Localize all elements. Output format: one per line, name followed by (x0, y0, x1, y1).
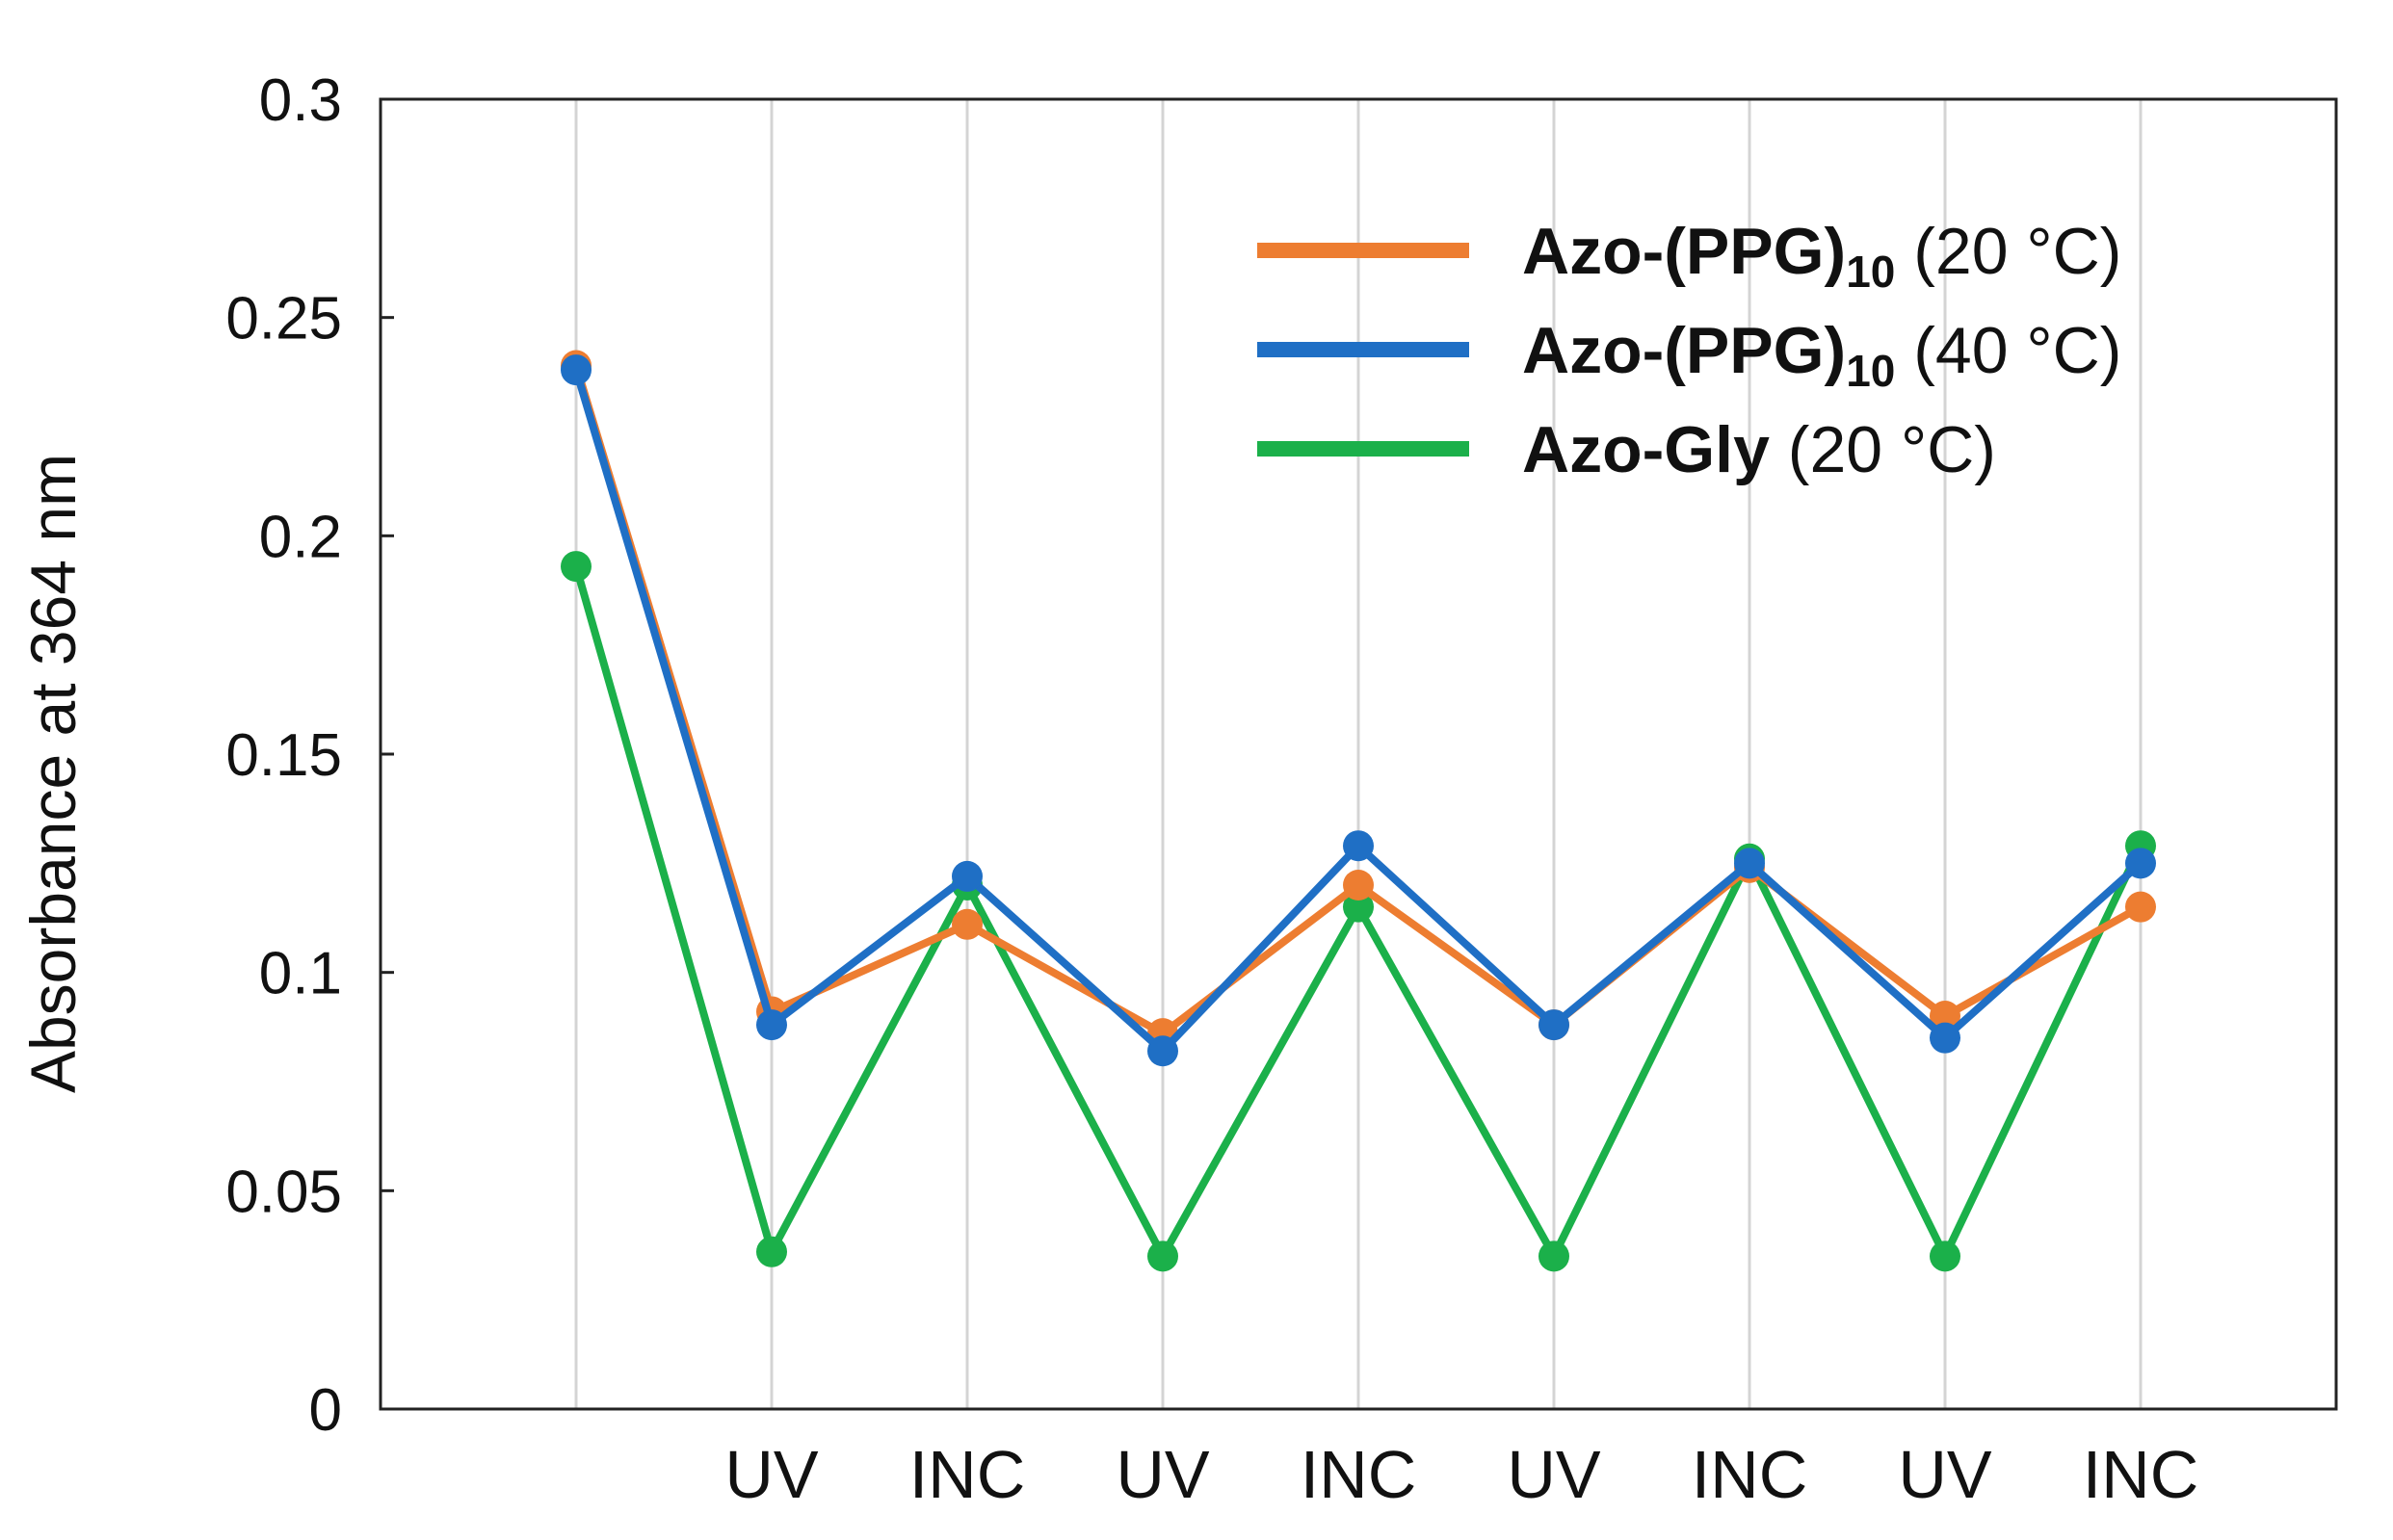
y-tick-label: 0.05 (225, 1159, 342, 1225)
legend: Azo-(PPG)10 (20 °C)Azo-(PPG)10 (40 °C)Az… (1257, 215, 2121, 486)
data-point (952, 908, 983, 940)
series-layer (561, 350, 2156, 1272)
data-point (561, 354, 592, 386)
legend-label-suffix: (20 °C) (1895, 215, 2121, 288)
data-point (561, 551, 592, 583)
data-point (2125, 891, 2156, 923)
data-point (756, 1236, 787, 1267)
legend-label-subscript: 10 (1846, 247, 1895, 297)
data-point (1343, 870, 1374, 901)
x-axis-ticks: UV INC UV INC UV INC UV INC (724, 1437, 2198, 1512)
data-point (1930, 1240, 1960, 1272)
y-tick-label: 0.1 (259, 941, 342, 1007)
data-point (1930, 1022, 1960, 1054)
y-tick-label: 0.25 (225, 286, 342, 352)
legend-label: Azo-Gly (20 °C) (1522, 413, 1996, 486)
legend-label-suffix: (20 °C) (1770, 413, 1996, 486)
data-point (1734, 848, 1765, 879)
data-point (1930, 1001, 1960, 1031)
y-axis-ticks: 0 0.05 0.1 0.15 0.2 0.25 0.3 (225, 67, 394, 1444)
x-tick-label: INC (1301, 1437, 1417, 1512)
legend-label-suffix: (40 °C) (1895, 314, 2121, 387)
x-tick-label: UV (724, 1437, 819, 1512)
legend-label-bold: Azo-Gly (1522, 413, 1770, 486)
x-tick-label: INC (909, 1437, 1026, 1512)
y-tick-label: 0.2 (259, 504, 342, 570)
data-point (952, 860, 983, 892)
data-point (1538, 1240, 1569, 1272)
legend-label: Azo-(PPG)10 (20 °C) (1522, 215, 2121, 297)
data-point (1147, 1035, 1178, 1067)
y-axis-label: Absorbance at 364 nm (17, 454, 89, 1093)
legend-label: Azo-(PPG)10 (40 °C) (1522, 314, 2121, 396)
x-tick-label: UV (1116, 1437, 1210, 1512)
legend-item: Azo-(PPG)10 (40 °C) (1257, 314, 2121, 396)
grid-lines (574, 99, 2143, 1409)
x-tick-label: UV (1898, 1437, 1992, 1512)
data-point (1538, 1009, 1569, 1041)
y-tick-label: 0 (309, 1377, 342, 1444)
data-point (1343, 830, 1374, 862)
x-tick-label: INC (2083, 1437, 2199, 1512)
legend-item: Azo-(PPG)10 (20 °C) (1257, 215, 2121, 297)
legend-label-bold: Azo-(PPG) (1522, 215, 1846, 288)
data-point (1343, 891, 1374, 923)
legend-label-subscript: 10 (1846, 346, 1895, 396)
data-point (2125, 848, 2156, 879)
series-1 (561, 354, 2156, 1067)
y-tick-label: 0.3 (259, 67, 342, 134)
data-point (756, 1009, 787, 1041)
legend-item: Azo-Gly (20 °C) (1257, 413, 1996, 486)
x-tick-label: INC (1692, 1437, 1808, 1512)
legend-label-bold: Azo-(PPG) (1522, 314, 1846, 387)
x-tick-label: UV (1507, 1437, 1601, 1512)
data-point (1147, 1240, 1178, 1272)
y-tick-label: 0.15 (225, 722, 342, 789)
